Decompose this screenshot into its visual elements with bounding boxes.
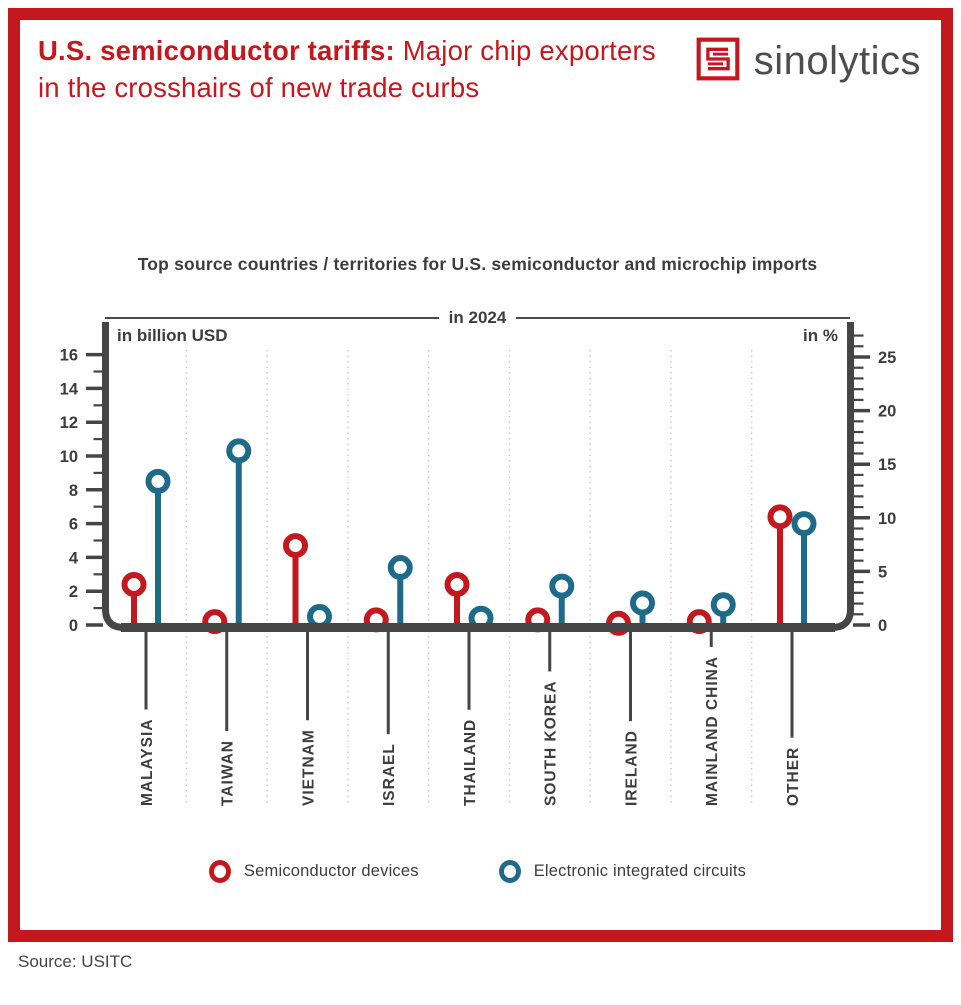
category-label: MAINLAND CHINA — [704, 656, 721, 806]
left-axis-tick-label: 10 — [60, 448, 78, 466]
category-label: VIETNAM — [300, 729, 317, 806]
chart-subtitle-divider: in 2024 — [105, 308, 850, 328]
sinolytics-logo-icon — [695, 36, 741, 87]
lollipop-head — [791, 511, 817, 537]
right-axis-tick-label: 0 — [878, 617, 887, 635]
left-axis-tick-label: 12 — [60, 414, 78, 432]
page-title-rest: Major chip exporters in the crosshairs o… — [38, 35, 656, 103]
right-axis-unit-label: in % — [803, 326, 838, 345]
legend-label: Electronic integrated circuits — [533, 862, 747, 880]
category-label: SOUTH KOREA — [543, 680, 560, 806]
left-axis-tick-label: 6 — [69, 516, 78, 534]
legend-item-integrated-circuits: Electronic integrated circuits — [498, 860, 747, 883]
lollipop-head — [226, 438, 252, 464]
category-label: IRELAND — [623, 730, 640, 806]
left-axis-unit-label: in billion USD — [117, 326, 228, 345]
right-axis-tick-label: 10 — [878, 510, 896, 528]
right-axis-tick-label: 25 — [878, 349, 896, 367]
left-axis-tick-label: 16 — [60, 347, 78, 365]
lollipop-chart: 0 2 4 6 8 10 12 14 16 0 5 10 15 20 25 in billion USD in … — [60, 322, 896, 806]
brand-name: sinolytics — [753, 39, 921, 83]
left-axis-tick-label: 4 — [69, 549, 79, 567]
page-title: U.S. semiconductor tariffs: Major chip e… — [38, 32, 668, 106]
lollipop-head — [283, 533, 308, 559]
legend-item-semiconductor-devices: Semiconductor devices — [208, 860, 419, 883]
category-label: ISRAEL — [381, 743, 398, 806]
left-axis-tick-label: 2 — [69, 583, 78, 601]
lollipop-head — [767, 504, 793, 530]
divider-rule-right — [516, 317, 850, 319]
chart-subtitle: in 2024 — [448, 308, 507, 327]
red-circle-icon — [208, 860, 231, 883]
lollipop-head — [145, 468, 171, 494]
axis-frame — [102, 322, 854, 631]
teal-circle-icon — [498, 860, 521, 883]
chart-title: Top source countries / territories for U… — [137, 254, 818, 274]
legend-label: Semiconductor devices — [243, 862, 419, 880]
right-axis-tick-label: 5 — [878, 563, 887, 581]
infographic-frame: U.S. semiconductor tariffs: Major chip e… — [8, 8, 953, 942]
lollipop-head — [710, 592, 736, 618]
category-label: MALAYSIA — [139, 718, 156, 806]
right-axis-tick-label: 20 — [878, 403, 896, 421]
right-axis-tick-label: 15 — [878, 456, 896, 474]
source-note: Source: USITC — [18, 952, 133, 971]
page-title-emphasis: U.S. semiconductor tariffs: — [38, 35, 395, 66]
category-label: THAILAND — [462, 719, 479, 806]
left-axis-tick-label: 0 — [69, 617, 78, 635]
brand-logo: sinolytics — [695, 36, 921, 87]
lollipop-head — [630, 590, 655, 616]
category-label: OTHER — [785, 747, 802, 806]
lollipop-head — [549, 573, 575, 599]
lollipop-head — [387, 555, 413, 581]
left-axis-tick-label: 8 — [69, 482, 78, 500]
lollipop-head — [121, 571, 147, 597]
divider-rule-left — [105, 317, 439, 319]
left-axis-tick-label: 14 — [60, 380, 79, 398]
lollipop-head — [444, 571, 470, 597]
chart-legend: Semiconductor devices Electronic integra… — [105, 860, 850, 883]
category-label: TAIWAN — [220, 740, 237, 806]
